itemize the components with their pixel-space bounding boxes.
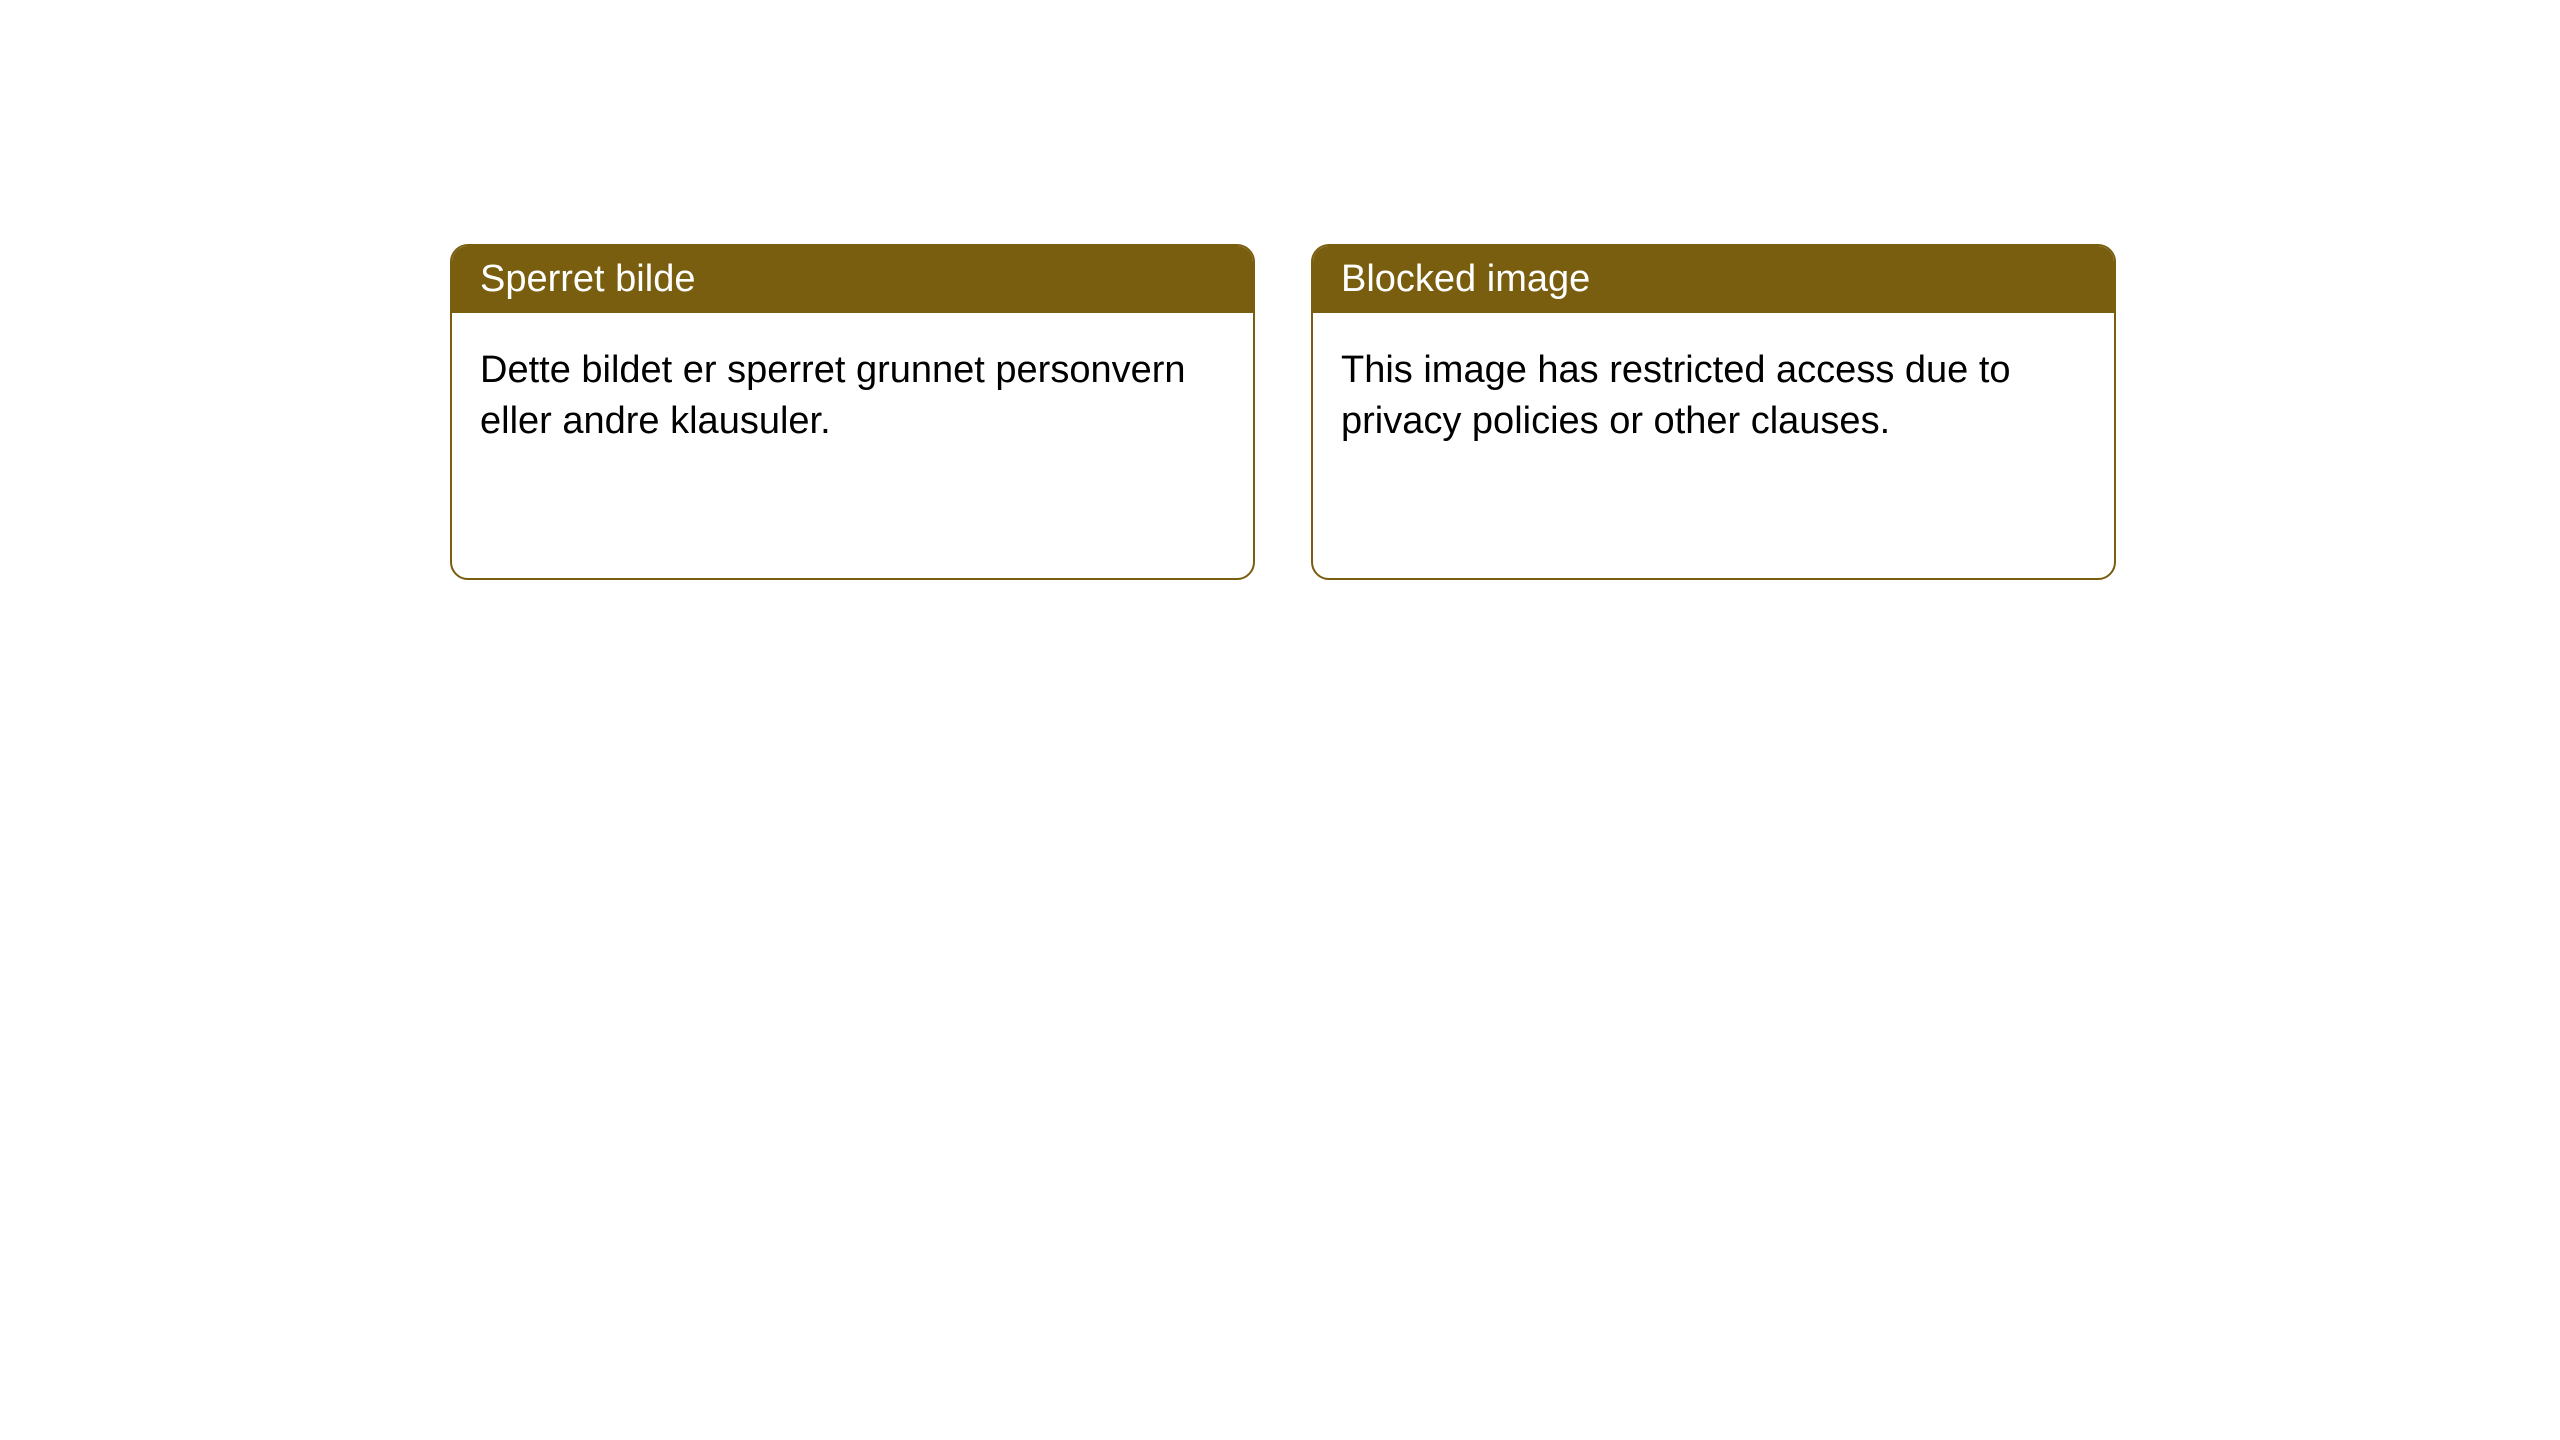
notice-body: This image has restricted access due to … (1313, 313, 2114, 480)
notice-card-norwegian: Sperret bilde Dette bildet er sperret gr… (450, 244, 1255, 580)
notice-card-english: Blocked image This image has restricted … (1311, 244, 2116, 580)
notice-header: Blocked image (1313, 246, 2114, 313)
notice-container: Sperret bilde Dette bildet er sperret gr… (0, 0, 2560, 580)
notice-body: Dette bildet er sperret grunnet personve… (452, 313, 1253, 480)
notice-header: Sperret bilde (452, 246, 1253, 313)
